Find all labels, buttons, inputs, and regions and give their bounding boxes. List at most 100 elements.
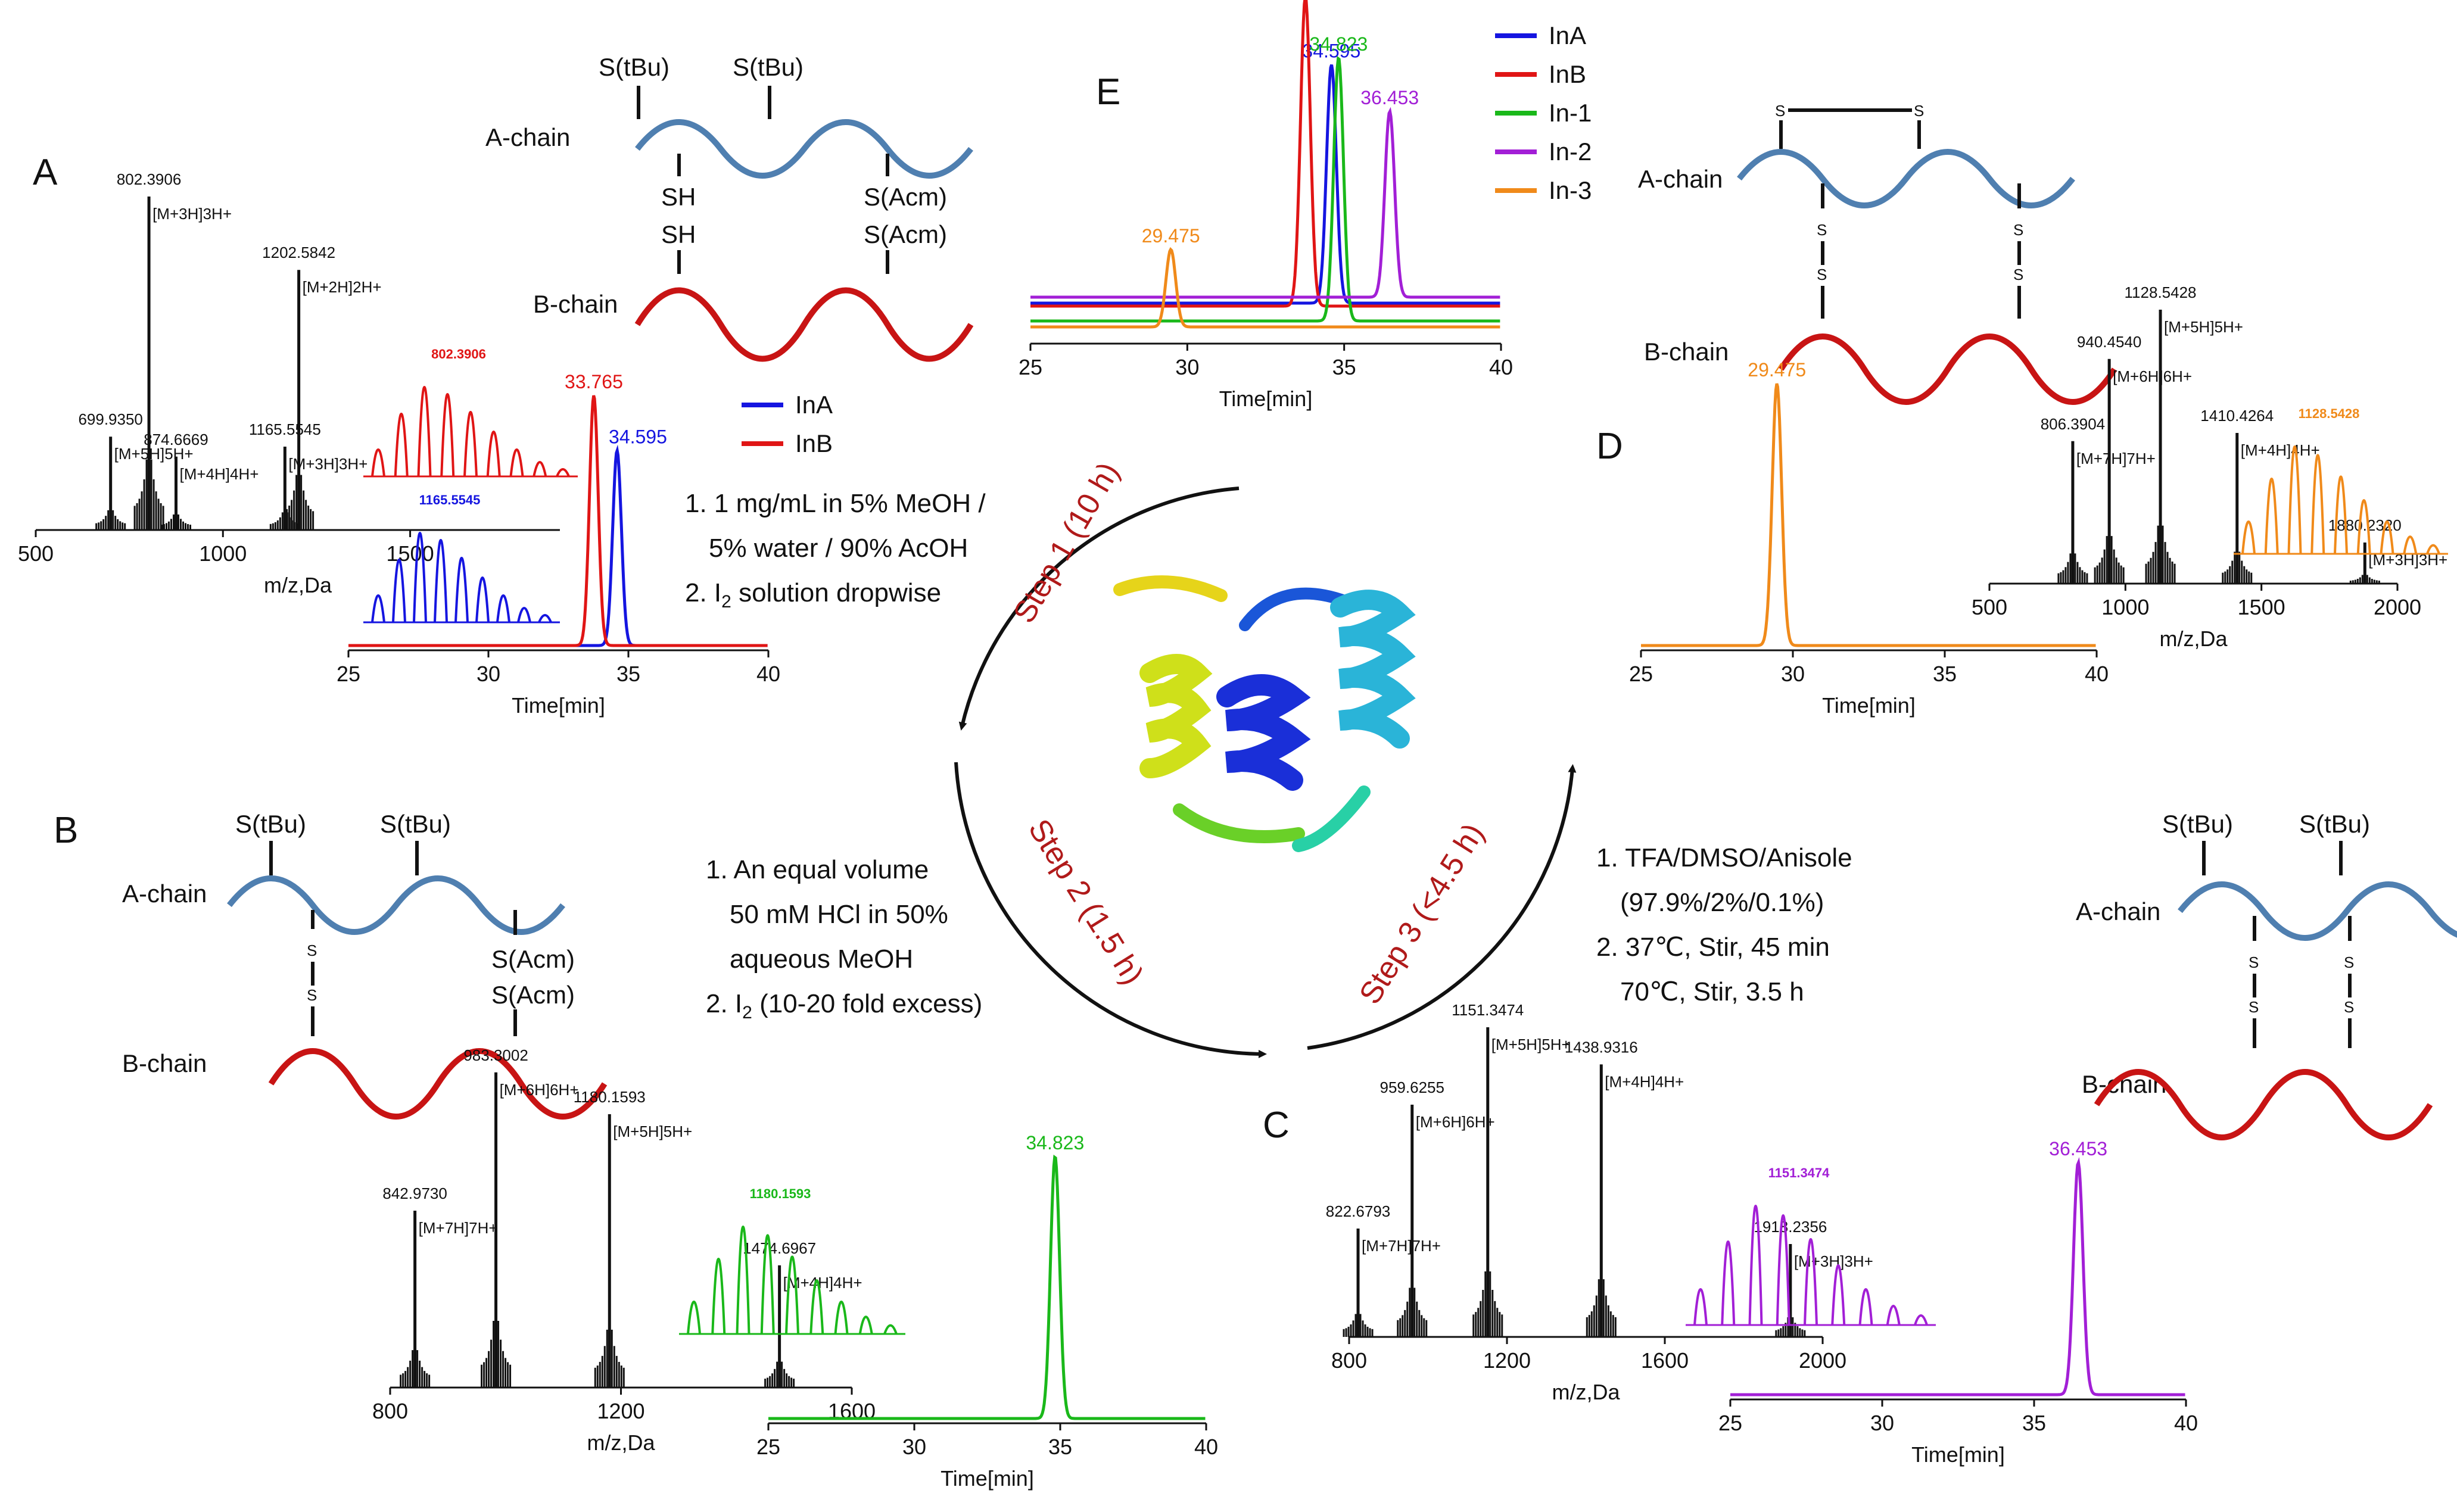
E-hplc-axes: 25 30 35 40 Time[min] [1019, 342, 1513, 411]
E-hplc-legend-label-2: In-1 [1549, 99, 1592, 127]
d-s-1: S [1817, 221, 1827, 239]
A-hplc-traces: 34.595 33.765 InA InB [348, 371, 833, 647]
A-ms-isotope-peak [486, 431, 501, 477]
B-hplc-peak-label-0: 34.823 [1026, 1132, 1084, 1154]
A-hplc-tick-label-1: 30 [477, 662, 500, 686]
B-ms-peak-label-2: 1180.1593 [574, 1088, 646, 1106]
B-ms-isotope-peak [883, 1324, 898, 1335]
D-ms-isotope-peak [2241, 520, 2256, 554]
A-hplc-axes: 25 30 35 40 Time[min] [337, 649, 780, 718]
E-hplc-trace-In-3 [1030, 247, 1500, 329]
d-s-4: S [2013, 266, 2023, 283]
A-ms-axes: 500 1000 1500 m/z,Da [18, 529, 560, 597]
A-hplc-xlabel: Time[min] [512, 693, 605, 718]
A-hplc-legend-label-1: InB [795, 429, 833, 457]
B-hplc-tick-label-3: 40 [1194, 1435, 1218, 1459]
A-ms-isotope-peak [392, 559, 406, 623]
A-ms-isotope-peak [394, 413, 409, 477]
s2-cond-line3: aqueous MeOH [730, 944, 913, 974]
B-hplc-traces: 34.823 [768, 1132, 1206, 1420]
B-ms-isotope-peak [760, 1234, 775, 1335]
D-ms-ion-label-2: [M+5H]5H+ [2164, 318, 2243, 336]
s2-cond-line1: 1. An equal volume [706, 855, 929, 884]
D-ms-tick-label-3: 2000 [2374, 595, 2421, 619]
step3-arrow [1307, 764, 1577, 1050]
D-hplc-xlabel: Time[min] [1822, 693, 1916, 718]
B-hplc-tick-label-2: 35 [1048, 1435, 1072, 1459]
c-s-1: S [2249, 953, 2259, 971]
B-ms-isotope-peak [736, 1226, 751, 1335]
schematic-c: A-chain S(tBu) S(tBu) S S S S B-chain [2076, 810, 2457, 1140]
E-hplc-legend-label-4: In-3 [1549, 176, 1592, 204]
D-ms-isotope-peak [2264, 478, 2279, 554]
C-ms-tick-label-3: 2000 [1799, 1348, 1846, 1373]
A-ms-isotope-peak [463, 411, 478, 477]
B-ms-isotope-peak [687, 1301, 701, 1335]
E-hplc-tick-label-1: 30 [1175, 355, 1199, 379]
A-ms-ion-label-0: [M+5H]5H+ [114, 445, 194, 463]
c-s-2: S [2249, 998, 2259, 1016]
A-hplc-tick-label-3: 40 [756, 662, 780, 686]
A-ms-inset-label-0: 802.3906 [431, 347, 486, 361]
A-ms-peak-label-0: 699.9350 [78, 410, 142, 428]
b-a-chain-label: A-chain [122, 880, 207, 908]
C-ms-ion-label-4: [M+3H]3H+ [1794, 1252, 1873, 1270]
C-ms-peak-label-3: 1438.9316 [1565, 1038, 1638, 1056]
B-ms-tick-label-0: 800 [372, 1399, 408, 1423]
A-ms-inset-label-1: 1165.5545 [419, 492, 481, 507]
panel-letter-e: E [1096, 71, 1120, 113]
step2-arrow [954, 762, 1267, 1058]
E-hplc-traces: 34.59533.76534.82336.45329.475InAInBIn-1… [1030, 0, 1592, 329]
A-ms-ion-label-4: [M+2H]2H+ [303, 278, 382, 296]
B-ms-xlabel: m/z,Da [587, 1430, 655, 1455]
A-hplc-trace-InB [348, 395, 768, 647]
step2-label: Step 2 (1.5 h) [1022, 813, 1150, 991]
s1-cond-line3: 2. I2 solution dropwise [685, 578, 941, 612]
E-hplc-tick-label-0: 25 [1019, 355, 1042, 379]
C-ms-isotope-peak [1776, 1214, 1790, 1326]
D-ms-tick-label-0: 500 [1972, 595, 2007, 619]
panel-letter-c: C [1263, 1105, 1290, 1146]
D-ms-tick-label-2: 1500 [2238, 595, 2285, 619]
A-ms-isotope-inset-1: 1165.5545 [363, 492, 560, 623]
E-hplc-xlabel: Time[min] [1219, 386, 1313, 411]
A-ms-isotope-peak [413, 532, 427, 623]
D-ms-isotope-peak [2426, 544, 2440, 554]
B-ms-isotope-peak [711, 1258, 726, 1335]
C-ms-ion-label-2: [M+5H]5H+ [1491, 1036, 1571, 1053]
C-hplc-axes: 25 30 35 40 Time[min] [1718, 1398, 2198, 1467]
D-ms-inset-label-0: 1128.5428 [2299, 406, 2360, 421]
step3-label: Step 3 (<4.5 h) [1353, 818, 1491, 1011]
E-hplc-legend-label-0: InA [1549, 21, 1586, 49]
B-ms-tick-label-1: 1200 [597, 1399, 644, 1423]
C-hplc-trace-In-2 [1730, 1157, 2185, 1396]
conditions-step2: 1. An equal volume 50 mM HCl in 50% aque… [706, 855, 982, 1022]
D-ms-ion-label-0: [M+7H]7H+ [2076, 450, 2156, 467]
A-ms-isotope-inset-0: 802.3906 [363, 347, 578, 478]
b-stbu-2: S(tBu) [380, 810, 451, 838]
D-ms-xlabel: m/z,Da [2159, 626, 2228, 651]
A-ms-isotope-peak [532, 461, 547, 477]
B-ms-peaks: 842.9730[M+7H]7H+983.3002[M+6H]6H+1180.1… [382, 1046, 862, 1388]
C-ms-xlabel: m/z,Da [1552, 1380, 1620, 1404]
step1-arrow [958, 487, 1240, 731]
D-ms-peak-label-0: 806.3904 [2041, 415, 2105, 433]
A-ms-isotope-peak [371, 594, 385, 623]
C-ms-isotope-peak [1886, 1305, 1901, 1326]
s3-cond-line2: (97.9%/2%/0.1%) [1620, 888, 1824, 917]
A-ms-isotope-peak [509, 448, 524, 477]
E-hplc-trace-In-1 [1030, 55, 1500, 323]
E-hplc-tick-label-3: 40 [1489, 355, 1513, 379]
A-ms-tick-label-0: 500 [18, 541, 54, 566]
c-stbu-1: S(tBu) [2162, 810, 2233, 838]
a-chain-label: A-chain [485, 123, 570, 151]
c-s-3: S [2344, 953, 2354, 971]
E-hplc-peak-label-0: 34.595 [1302, 40, 1360, 62]
B-ms-ion-label-0: [M+7H]7H+ [419, 1219, 498, 1237]
C-hplc-tick-label-3: 40 [2174, 1411, 2198, 1435]
A-ms-peak-label-1: 802.3906 [117, 170, 181, 188]
C-ms-isotope-peak [1858, 1288, 1873, 1326]
conditions-step1: 1. 1 mg/mL in 5% MeOH / 5% water / 90% A… [685, 489, 986, 612]
charts-layer: 500 1000 1500 m/z,Da 699.9350 [M+5H]5H+ 802.39… [18, 0, 2448, 1491]
